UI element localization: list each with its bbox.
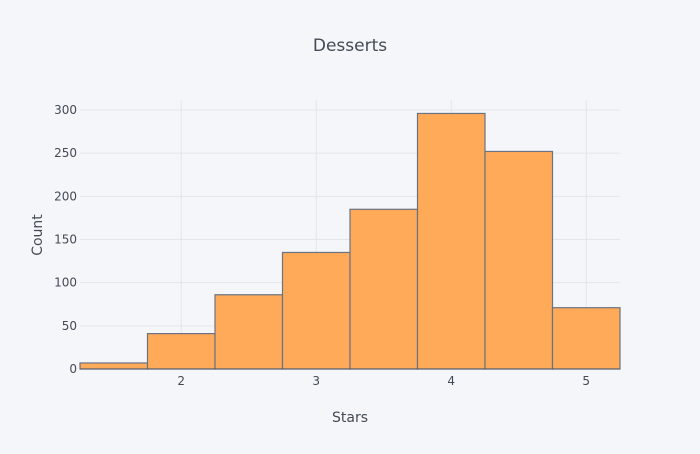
y-tick-label: 0: [69, 362, 77, 376]
histogram-bar: [349, 208, 419, 370]
y-tick-label: 200: [54, 189, 77, 203]
histogram-bar: [146, 333, 216, 370]
y-axis-title: Count: [30, 214, 46, 256]
histogram-bar: [281, 251, 351, 370]
chart-title: Desserts: [313, 36, 387, 56]
histogram-bar: [214, 294, 284, 370]
y-tick-label: 50: [62, 319, 77, 333]
x-tick-label: 2: [177, 374, 185, 388]
x-tick-label: 4: [447, 374, 455, 388]
histogram-bar: [79, 362, 149, 370]
histogram-bar: [551, 307, 621, 370]
x-tick-label: 3: [312, 374, 320, 388]
bars-layer: [79, 112, 621, 370]
histogram-bar: [484, 150, 554, 370]
y-tick-label: 250: [54, 146, 77, 160]
x-tick-label: 5: [582, 374, 590, 388]
y-tick-label: 150: [54, 233, 77, 247]
histogram-bar: [416, 112, 486, 370]
y-tick-label: 100: [54, 276, 77, 290]
x-axis-title: Stars: [332, 410, 368, 426]
y-tick-label: 300: [54, 103, 77, 117]
